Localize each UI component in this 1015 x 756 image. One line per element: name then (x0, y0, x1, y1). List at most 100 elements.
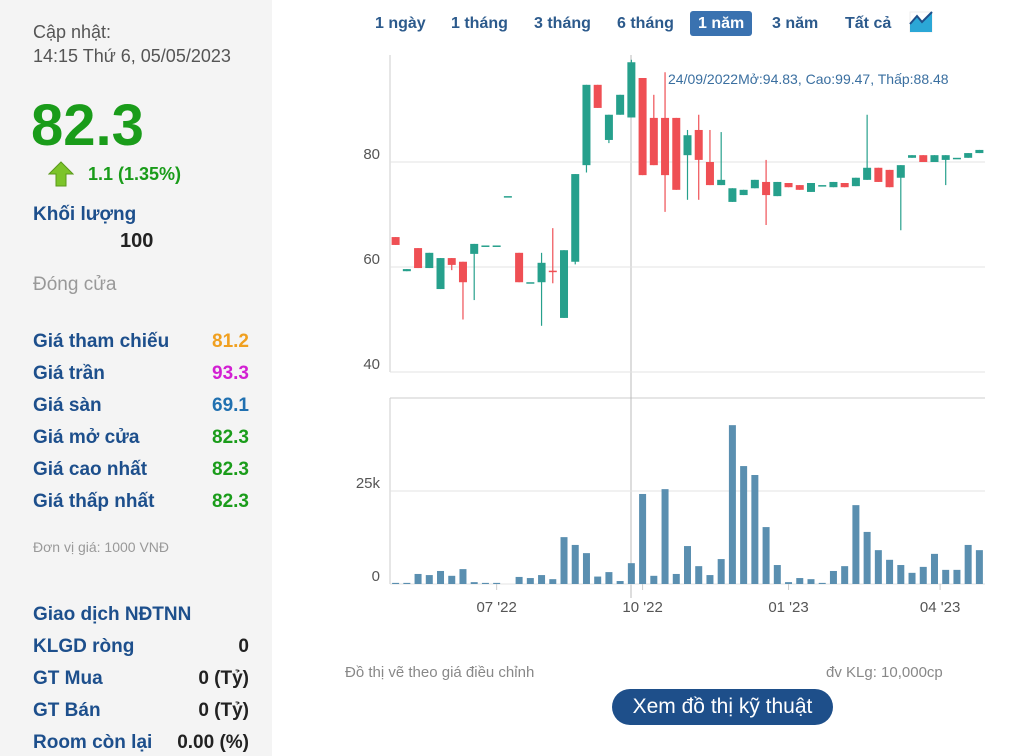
tooltip: 24/09/2022Mở:94.83, Cao:99.47, Thấp:88.4… (668, 71, 949, 87)
volume-bar (740, 466, 748, 584)
range-button[interactable]: Tất cả (845, 15, 892, 32)
candle-body (548, 270, 557, 273)
chart-type-icon[interactable] (909, 11, 933, 33)
price-value: 69.1 (212, 395, 249, 416)
foreign-label: GT Bán (33, 700, 101, 721)
candle-body (750, 179, 759, 189)
volume-label: Khối lượng (33, 204, 137, 225)
price-value: 82.3 (212, 459, 249, 480)
y-tick-label: 60 (363, 251, 380, 268)
volume-bar (728, 425, 736, 584)
candle-body (649, 117, 658, 166)
price-value: 93.3 (212, 363, 249, 384)
candle-body (481, 245, 490, 247)
volume-bar (886, 559, 894, 584)
sidebar: Cập nhật: 14:15 Thứ 6, 05/05/2023 82.3 1… (0, 0, 272, 756)
volume-bar (459, 569, 467, 584)
candle-body (515, 252, 524, 283)
candle-body (818, 185, 827, 187)
volume-bar (908, 572, 916, 584)
y-tick-label: 80 (363, 146, 380, 163)
footer-unit: đv KLg: 10,000cp (826, 664, 943, 681)
range-button[interactable]: 1 tháng (451, 15, 508, 32)
volume-bar (717, 559, 725, 584)
range-button[interactable]: 1 ngày (375, 15, 426, 32)
volume-bar (796, 578, 804, 584)
volume-bar (975, 550, 983, 584)
y-tick-label: 25k (356, 475, 381, 492)
candle-body (874, 167, 883, 182)
range-button[interactable]: 3 tháng (534, 15, 591, 32)
volume-bar (818, 582, 826, 584)
candle-body (863, 167, 872, 180)
volume-bar (639, 493, 647, 584)
volume-bar (684, 546, 691, 584)
candle-body (627, 62, 636, 118)
price-label: Giá mở cửa (33, 427, 140, 448)
candle-body (604, 114, 613, 140)
change: 1.1 (1.35%) (88, 164, 182, 184)
candle-body (739, 189, 748, 196)
updated-time: 14:15 Thứ 6, 05/05/2023 (33, 46, 231, 66)
price-label: Giá sàn (33, 395, 102, 416)
volume-bar (785, 582, 793, 584)
volume-bar (706, 575, 714, 584)
price-value: 81.2 (212, 331, 249, 352)
range-button[interactable]: 1 năm (690, 11, 753, 36)
volume-bar (807, 579, 815, 584)
candle-body (414, 248, 423, 269)
volume-bar (964, 544, 972, 584)
foreign-value: 0 (238, 636, 249, 657)
volume-bar (919, 566, 927, 584)
candle-body (560, 250, 569, 318)
candle-body (492, 245, 501, 247)
technical-chart-button[interactable]: Xem đồ thị kỹ thuật (612, 689, 833, 725)
volume-bar (538, 575, 546, 584)
volume-bar (751, 475, 759, 584)
unit-note: Đơn vị giá: 1000 VNĐ (33, 539, 170, 555)
candle-body (571, 174, 580, 262)
x-tick-label: 04 '23 (920, 599, 960, 616)
volume-bar (526, 578, 534, 584)
foreign-value: 0 (Tỷ) (198, 668, 249, 689)
range-button[interactable]: 6 tháng (617, 15, 674, 32)
volume-bar (616, 581, 624, 584)
candle-body (784, 183, 793, 188)
candle-body (436, 258, 445, 290)
candle-body (616, 94, 625, 115)
volume-bar (571, 544, 579, 584)
volume-bar (942, 569, 950, 584)
volume-bar (863, 531, 871, 584)
volume-bar (594, 576, 602, 584)
candle-body (694, 129, 703, 160)
range-button[interactable]: 3 năm (772, 15, 819, 32)
volume-bar (549, 579, 557, 584)
candle-body (728, 188, 737, 202)
foreign-label: KLGD ròng (33, 636, 135, 657)
volume-bar (695, 566, 703, 584)
up-arrow (48, 161, 74, 187)
candle-body (661, 117, 670, 176)
foreign-label: Room còn lại (33, 732, 153, 753)
candle-body (806, 183, 815, 192)
volume-bar (841, 566, 849, 584)
x-tick-label: 10 '22 (622, 599, 662, 616)
candle-body (593, 84, 602, 108)
price-value: 82.3 (212, 491, 249, 512)
price: 82.3 (31, 93, 144, 158)
price-label: Giá trần (33, 363, 105, 384)
price-label: Giá cao nhất (33, 459, 148, 480)
volume-bar (852, 505, 860, 584)
candle-body (941, 155, 950, 160)
volume-bar (403, 582, 411, 584)
volume-bar (392, 582, 400, 584)
volume-bar (414, 573, 422, 584)
candle-body (638, 78, 647, 176)
volume-bar (874, 550, 882, 584)
volume-bar (930, 553, 938, 584)
candle-body (425, 252, 434, 269)
candle-body (526, 282, 535, 284)
candle-body (964, 153, 973, 158)
